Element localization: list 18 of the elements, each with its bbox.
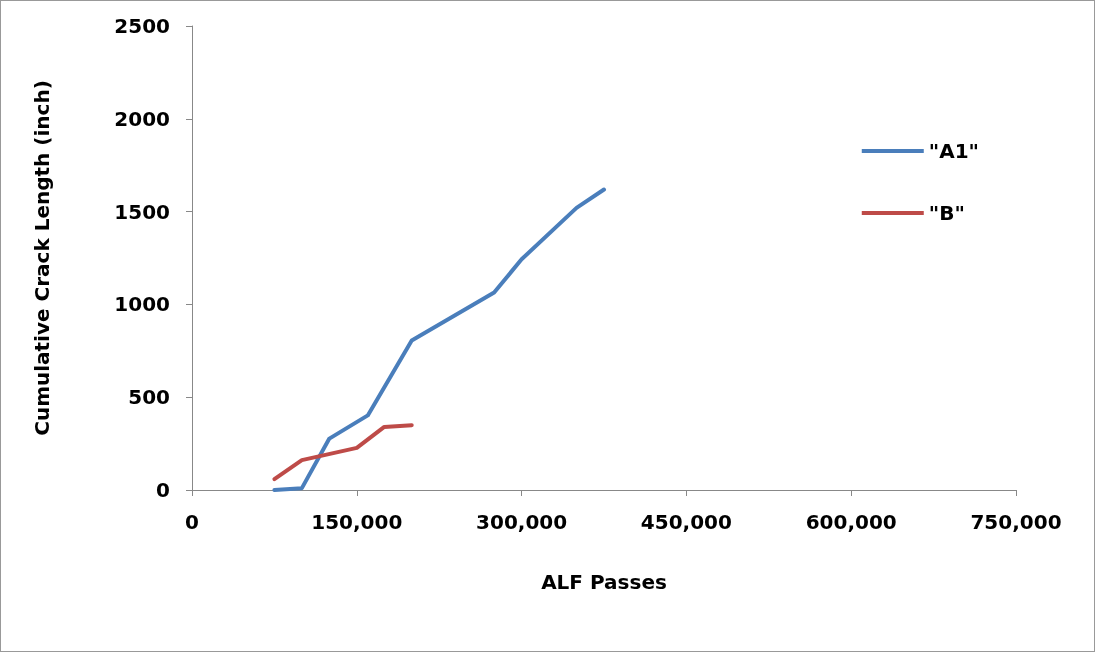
x-tick-label: 0 — [185, 510, 199, 534]
x-tick-label: 300,000 — [476, 510, 568, 534]
x-tick-label: 600,000 — [805, 510, 897, 534]
legend-label: "B" — [928, 201, 965, 225]
y-axis-title: Cumulative Crack Length (inch) — [30, 80, 54, 436]
x-axis-title: ALF Passes — [541, 570, 667, 594]
x-tick-label: 150,000 — [311, 510, 403, 534]
y-tick-label: 2500 — [114, 14, 170, 38]
x-tick-label: 450,000 — [640, 510, 732, 534]
x-tick-label: 750,000 — [970, 510, 1062, 534]
y-tick-label: 1500 — [114, 199, 170, 224]
line-series — [272, 423, 414, 482]
line-series — [272, 187, 606, 492]
y-tick-label: 2000 — [114, 106, 170, 131]
y-tick-label: 1000 — [114, 292, 170, 317]
y-tick-label: 0 — [156, 478, 170, 502]
legend-label: "A1" — [928, 139, 979, 163]
y-tick-label: 500 — [128, 385, 170, 410]
